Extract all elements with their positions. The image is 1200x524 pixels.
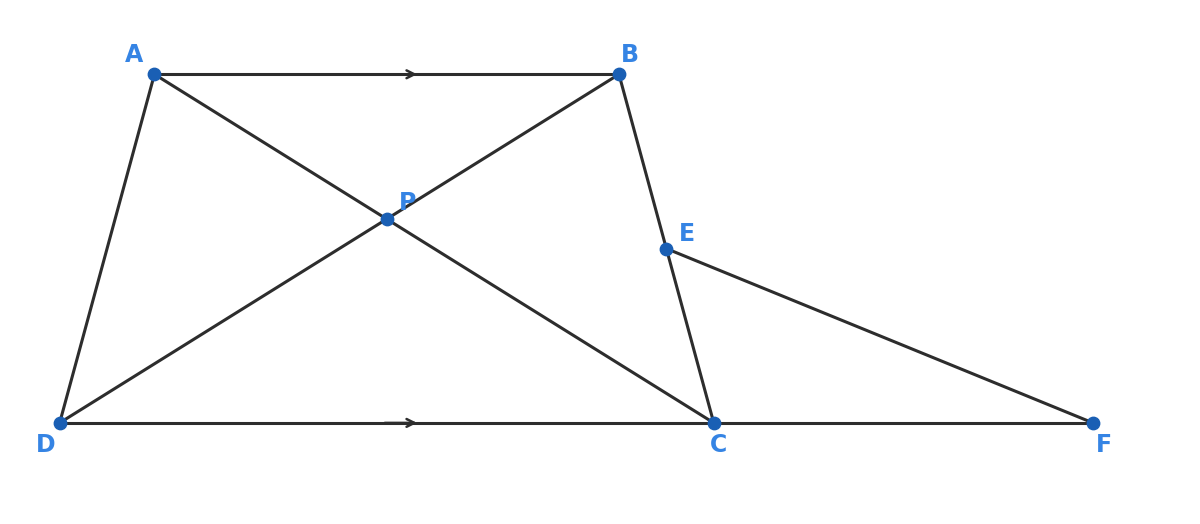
Text: A: A — [125, 42, 143, 67]
Point — [610, 70, 629, 79]
Point — [50, 419, 70, 427]
Point — [704, 419, 724, 427]
Text: E: E — [679, 222, 695, 246]
Text: B: B — [622, 42, 640, 67]
Text: P: P — [398, 191, 416, 215]
Text: C: C — [710, 433, 727, 457]
Text: F: F — [1097, 433, 1112, 457]
Text: D: D — [36, 433, 55, 457]
Point — [377, 215, 396, 223]
Point — [1084, 419, 1103, 427]
Point — [145, 70, 164, 79]
Point — [656, 244, 676, 253]
